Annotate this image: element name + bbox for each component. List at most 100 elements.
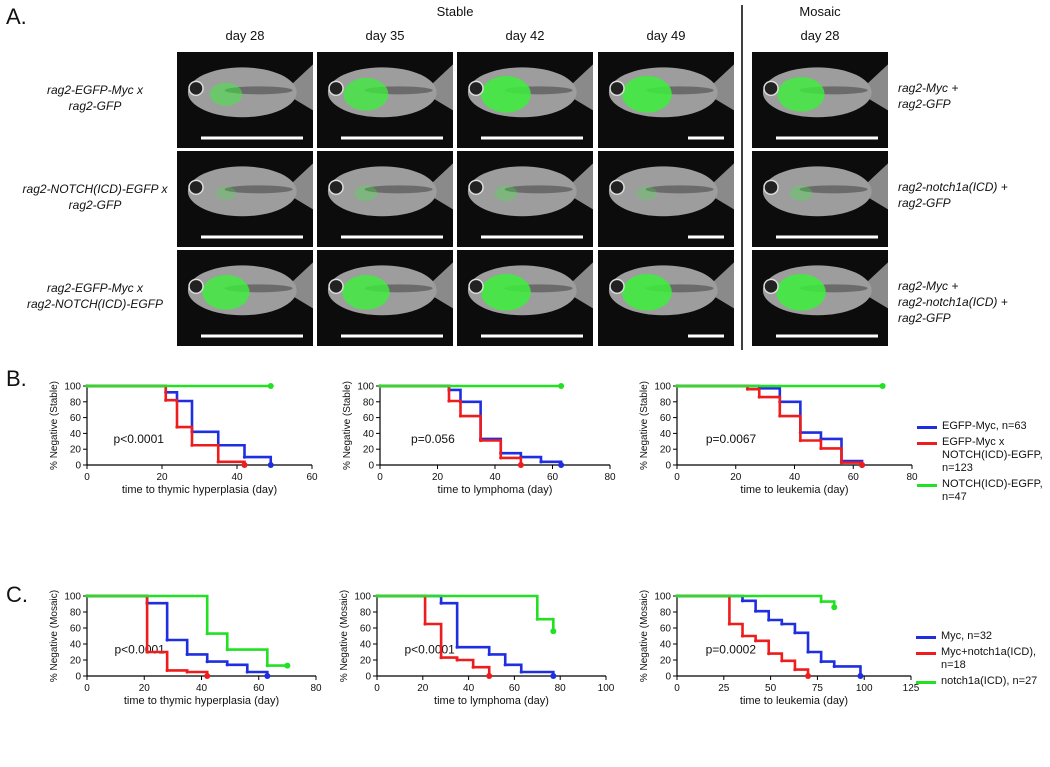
- photo: [752, 151, 888, 247]
- row-label: rag2-Myc + rag2-notch1a(ICD) + rag2-GFP: [898, 279, 1008, 325]
- survival-point: [767, 618, 771, 622]
- fish-stripe: [799, 185, 868, 194]
- survival-point: [754, 609, 758, 613]
- fish-tail: [858, 64, 888, 111]
- survival-point: [242, 455, 247, 459]
- y-tick-label: 20: [660, 656, 672, 667]
- survival-point: [832, 664, 836, 669]
- legend-entry: notch1a(ICD), n=27: [916, 675, 1050, 688]
- survival-step: [87, 384, 273, 465]
- survival-point: [265, 664, 269, 668]
- survival-point: [745, 387, 750, 391]
- fish-eye: [188, 80, 204, 97]
- survival-step: [380, 384, 563, 465]
- photo: [598, 52, 734, 148]
- gfp-signal: [343, 77, 389, 111]
- x-tick-label: 50: [765, 683, 777, 694]
- survival-point: [831, 604, 838, 611]
- y-axis-label: % Negative (Stable): [639, 381, 650, 470]
- survival-point: [486, 673, 493, 679]
- row-label: rag2-notch1a(ICD) + rag2-GFP: [898, 180, 1008, 210]
- row-label: rag2-Myc + rag2-GFP: [898, 81, 959, 111]
- survival-point: [550, 628, 557, 635]
- fish-tail: [858, 163, 888, 210]
- fish-eye: [609, 80, 625, 97]
- photo: [457, 52, 593, 148]
- survival-point: [375, 594, 379, 598]
- survival-point: [740, 599, 745, 603]
- survival-point: [378, 384, 382, 388]
- y-tick-label: 0: [75, 672, 81, 683]
- survival-point: [284, 662, 291, 669]
- stable-header: Stable: [437, 4, 474, 19]
- legend-label: EGFP-Myc x NOTCH(ICD)-EGFP, n=123: [942, 436, 1043, 474]
- fish-tail: [283, 262, 313, 309]
- x-tick-label: 60: [509, 683, 521, 694]
- survival-point: [780, 659, 784, 663]
- gfp-signal: [481, 76, 531, 113]
- survival-step: [87, 384, 246, 465]
- fish-eye: [763, 278, 779, 295]
- y-tick-label: 40: [360, 640, 372, 651]
- survival-point: [805, 673, 812, 679]
- survival-point: [675, 384, 679, 388]
- p-value: p<0.0001: [114, 432, 165, 446]
- legend-label: EGFP-Myc, n=63: [942, 420, 1027, 432]
- y-tick-label: 20: [70, 445, 82, 456]
- column-header: day 49: [646, 28, 685, 43]
- fish-tail: [423, 262, 453, 309]
- survival-point: [757, 395, 761, 399]
- legend-entry: Myc, n=32: [916, 630, 1050, 643]
- y-tick-label: 0: [75, 461, 81, 472]
- p-value: p=0.0002: [706, 643, 757, 657]
- y-axis-label: % Negative (Stable): [49, 381, 60, 470]
- gfp-signal: [777, 76, 825, 112]
- fish-eye: [328, 278, 344, 295]
- mosaic-header: Mosaic: [799, 4, 841, 19]
- survival-point: [423, 622, 427, 626]
- survival-point: [539, 460, 543, 464]
- survival-point: [216, 460, 220, 464]
- survival-point: [447, 399, 451, 403]
- photo: [177, 151, 313, 247]
- legend: EGFP-Myc, n=63 EGFP-Myc x NOTCH(ICD)-EGFP…: [917, 420, 1050, 507]
- survival-point: [439, 601, 443, 605]
- y-tick-label: 80: [660, 397, 672, 408]
- x-tick-label: 60: [547, 472, 559, 483]
- survival-point: [819, 600, 823, 604]
- survival-point: [225, 648, 229, 652]
- x-axis-label: time to thymic hyperplasia (day): [122, 484, 277, 496]
- fish-tail: [283, 163, 313, 210]
- panel-label: A.: [6, 4, 27, 29]
- x-tick-label: 20: [417, 683, 429, 694]
- photo: [598, 151, 734, 247]
- survival-point: [190, 443, 194, 447]
- fish-tail: [858, 262, 888, 309]
- x-tick-label: 40: [231, 472, 243, 483]
- y-tick-label: 40: [660, 429, 672, 440]
- column-header: day 28: [225, 28, 264, 43]
- gfp-signal: [202, 274, 250, 310]
- panel-label: C.: [6, 582, 28, 607]
- photo: [457, 151, 593, 247]
- x-tick-label: 0: [374, 683, 380, 694]
- y-tick-label: 100: [654, 382, 671, 393]
- y-tick-label: 80: [660, 608, 672, 619]
- legend-label: notch1a(ICD), n=27: [941, 675, 1038, 687]
- y-tick-label: 20: [360, 656, 372, 667]
- survival-point: [675, 594, 679, 598]
- column-header: day 28: [800, 28, 839, 43]
- gfp-signal: [622, 274, 672, 311]
- survival-point: [205, 660, 209, 664]
- gfp-signal: [776, 274, 826, 311]
- survival-step: [677, 384, 864, 465]
- survival-point: [550, 673, 557, 679]
- legend-entry: NOTCH(ICD)-EGFP, n=47: [917, 478, 1050, 504]
- y-tick-label: 60: [70, 624, 82, 635]
- legend-label: Myc+notch1a(ICD), n=18: [941, 646, 1037, 671]
- survival-point: [85, 384, 89, 388]
- photo: [317, 151, 453, 247]
- y-tick-label: 100: [357, 382, 374, 393]
- y-tick-label: 20: [70, 656, 82, 667]
- y-tick-label: 60: [70, 413, 82, 424]
